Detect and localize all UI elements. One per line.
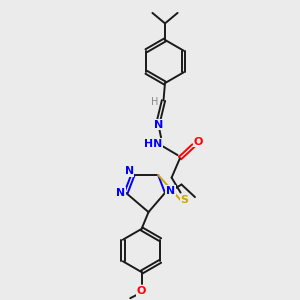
Text: N: N (125, 166, 134, 176)
Text: HN: HN (144, 139, 162, 149)
Text: O: O (136, 286, 146, 296)
Text: O: O (193, 137, 203, 147)
Text: S: S (180, 195, 188, 206)
Text: N: N (154, 119, 164, 130)
Text: H: H (152, 97, 159, 107)
Text: N: N (116, 188, 125, 198)
Text: N: N (166, 185, 175, 196)
